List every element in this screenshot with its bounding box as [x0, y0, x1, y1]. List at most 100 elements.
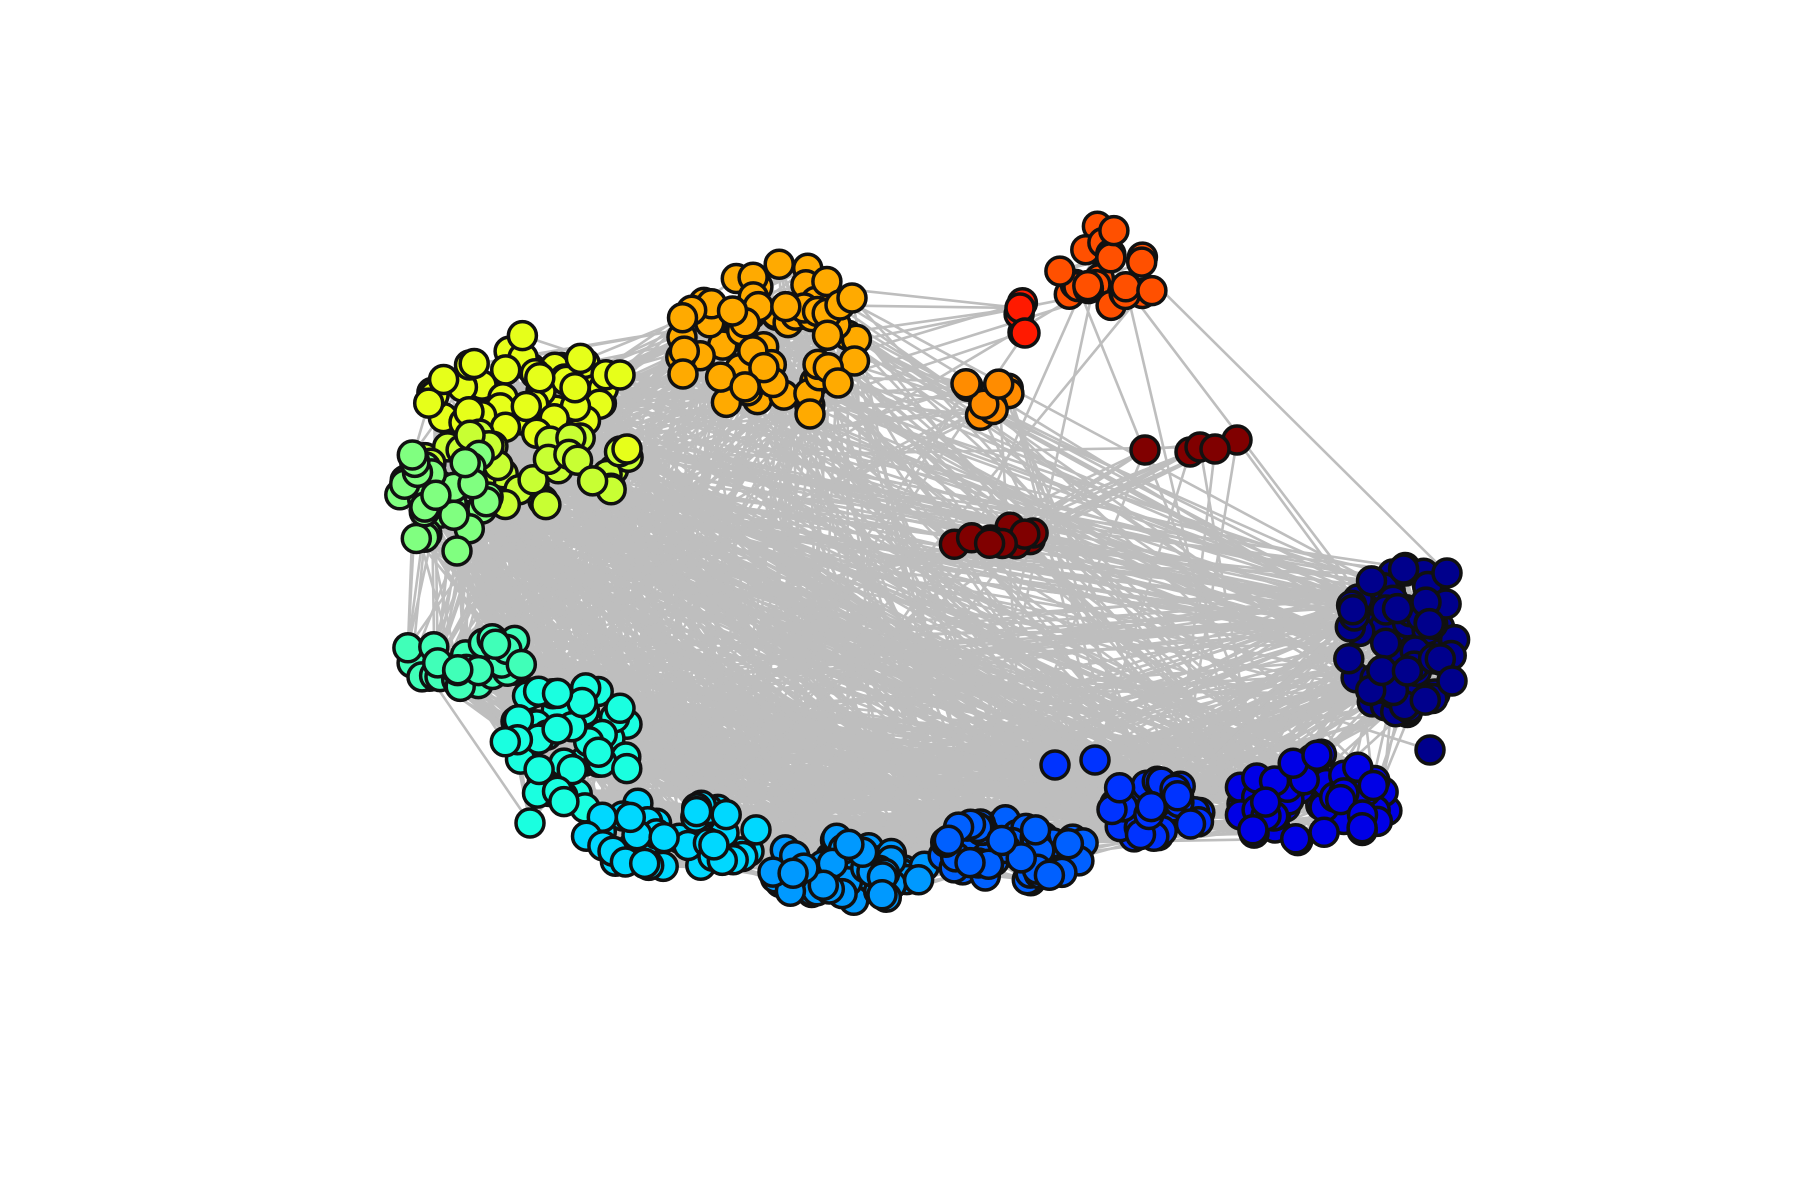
edge	[663, 385, 969, 839]
node-turquoise	[514, 807, 546, 839]
edge	[539, 768, 1335, 799]
edge	[399, 493, 991, 846]
node-cyan	[710, 798, 742, 831]
edge	[469, 514, 1022, 860]
edge	[739, 543, 956, 853]
node-light-green	[420, 479, 452, 512]
node-yellow-green	[530, 488, 562, 521]
node-red-orange	[1110, 271, 1142, 303]
node-cyan	[628, 847, 661, 880]
edge	[686, 292, 1144, 847]
edge	[456, 384, 969, 553]
edge	[414, 461, 955, 869]
node-navy	[1391, 655, 1424, 687]
node-red-orange	[1095, 242, 1127, 274]
node-yellow	[559, 371, 591, 404]
node-azure	[1033, 859, 1066, 891]
edge	[500, 414, 982, 654]
node-amber	[748, 351, 780, 384]
edge	[598, 750, 1003, 842]
node-blue	[1346, 811, 1378, 844]
edge	[1124, 286, 1255, 831]
node-aquamarine	[442, 653, 474, 686]
edge	[1076, 286, 1281, 788]
node-blue	[1357, 769, 1390, 802]
node-red-orange	[1044, 255, 1076, 287]
node-light-green	[438, 499, 470, 531]
node-turquoise	[582, 736, 615, 768]
node-dark-red	[973, 527, 1006, 560]
node-navy	[1414, 734, 1446, 766]
node-navy	[1413, 607, 1446, 640]
edge	[518, 586, 1384, 721]
node-turquoise	[611, 752, 643, 785]
node-navy	[1387, 553, 1420, 585]
node-amber	[811, 265, 843, 298]
node-turquoise	[523, 753, 555, 786]
edge	[613, 468, 1359, 769]
node-navy	[1436, 665, 1468, 697]
node-aquamarine	[392, 632, 424, 664]
node-blue	[1324, 783, 1357, 816]
node-amber	[716, 295, 749, 327]
edge	[1006, 387, 1117, 805]
node-yellow-green	[561, 444, 594, 476]
node-amber	[729, 371, 761, 403]
edge	[549, 440, 1135, 838]
edge	[459, 392, 1010, 688]
edge	[1007, 393, 1148, 786]
edge	[969, 539, 1032, 825]
edge	[629, 538, 1031, 819]
node-royal-blue	[1161, 780, 1194, 812]
edge	[417, 472, 1158, 783]
node-blue	[1279, 823, 1312, 855]
node-cyan	[614, 801, 647, 834]
node-light-green	[449, 446, 481, 479]
node-light-green	[400, 522, 433, 555]
node-royal-blue	[1079, 744, 1111, 776]
node-yellow	[412, 387, 445, 419]
edge	[533, 602, 1447, 695]
node-yellow	[510, 390, 543, 423]
node-amber	[666, 301, 699, 334]
node-red	[1009, 317, 1041, 349]
node-navy	[1355, 565, 1388, 597]
node-navy	[1431, 557, 1463, 589]
node-yellow	[489, 354, 522, 386]
node-yellow	[458, 347, 490, 380]
node-yellow	[564, 342, 597, 375]
node-sky-blue	[833, 828, 865, 861]
node-navy	[1333, 642, 1365, 675]
edge	[532, 483, 659, 843]
node-red-orange	[1136, 274, 1168, 307]
edge	[628, 445, 1201, 459]
node-navy	[1337, 593, 1369, 626]
node-amber	[770, 290, 802, 323]
node-light-green	[441, 535, 473, 567]
node-dark-red	[1129, 434, 1161, 466]
edge	[502, 472, 1176, 791]
edge	[964, 382, 1275, 817]
node-blue	[1249, 786, 1282, 818]
node-yellow-green	[517, 464, 549, 496]
edge	[1173, 448, 1217, 790]
node-amber	[822, 367, 854, 399]
node-royal-blue	[1039, 749, 1071, 781]
node-layer	[384, 210, 1471, 917]
node-turquoise	[489, 726, 522, 758]
edge	[982, 669, 1398, 832]
edge	[992, 408, 1376, 782]
node-aquamarine	[479, 628, 512, 661]
edge	[570, 301, 1023, 440]
node-turquoise	[541, 677, 574, 710]
edge	[1009, 526, 1245, 795]
node-blue	[1308, 816, 1340, 849]
node-azure	[932, 824, 965, 857]
node-navy	[1381, 592, 1414, 625]
edge	[414, 386, 1009, 464]
edge	[576, 459, 1163, 784]
node-amber	[667, 358, 699, 390]
node-yellow	[524, 361, 556, 394]
node-amber	[763, 248, 795, 280]
